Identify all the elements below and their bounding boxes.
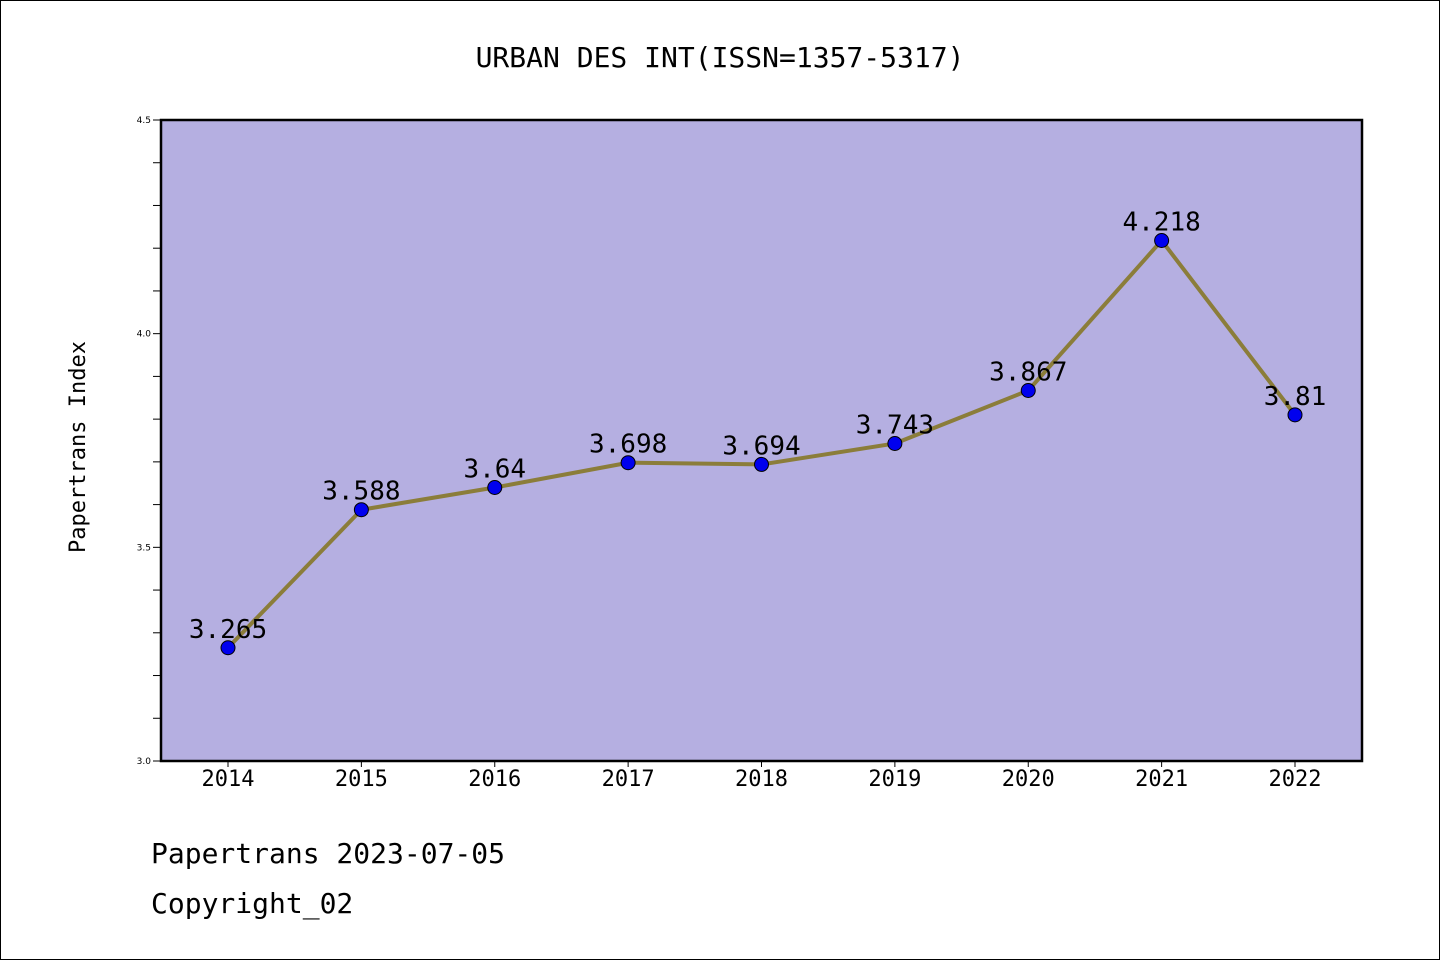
y-axis: 3.0 3.5 4.0 4.5 xyxy=(137,116,161,767)
plot-area xyxy=(159,118,1364,763)
data-point xyxy=(754,456,769,472)
y-tick-label: 4.0 xyxy=(137,330,152,340)
data-label: 3.743 xyxy=(856,410,934,440)
data-point xyxy=(620,455,636,471)
data-label: 3.698 xyxy=(589,430,667,460)
x-tick-label: 2019 xyxy=(868,767,921,792)
data-label: 3.81 xyxy=(1264,382,1327,412)
data-label: 4.218 xyxy=(1122,208,1200,238)
footer-date: Papertrans 2023-07-05 xyxy=(151,837,506,870)
x-tick-label: 2021 xyxy=(1135,767,1188,792)
x-tick-label: 2018 xyxy=(735,767,788,792)
x-tick-label: 2020 xyxy=(1002,767,1055,792)
data-point xyxy=(887,435,903,451)
data-label: 3.265 xyxy=(189,615,267,645)
x-tick-label: 2017 xyxy=(602,767,655,792)
data-point xyxy=(1287,407,1303,423)
y-axis-label: Papertrans Index xyxy=(66,341,91,553)
footer-copyright: Copyright_02 xyxy=(151,887,354,920)
x-tick-label: 2016 xyxy=(468,767,521,792)
data-point xyxy=(1020,383,1036,399)
data-label: 3.588 xyxy=(322,477,400,507)
chart-title: URBAN DES INT(ISSN=1357-5317) xyxy=(476,41,965,74)
data-point xyxy=(487,480,503,496)
data-point xyxy=(220,640,236,656)
y-tick-label: 4.5 xyxy=(137,116,151,126)
x-axis: 2014 2015 2016 2017 2018 2019 2020 2021 2022 xyxy=(202,761,1322,792)
x-tick-label: 2014 xyxy=(202,767,255,792)
series-layer: 3.265 3.588 3.64 3.698 3.694 3.743 3.867 4.218 3… xyxy=(189,208,1327,656)
data-label: 3.694 xyxy=(722,431,800,461)
data-point xyxy=(353,502,369,518)
y-tick-label: 3.5 xyxy=(137,543,151,553)
y-tick-label: 3.0 xyxy=(137,757,152,767)
data-label: 3.867 xyxy=(989,358,1067,388)
x-tick-label: 2015 xyxy=(335,767,388,792)
data-point xyxy=(1154,233,1170,249)
data-label: 3.64 xyxy=(463,455,526,485)
x-tick-label: 2022 xyxy=(1269,767,1322,792)
